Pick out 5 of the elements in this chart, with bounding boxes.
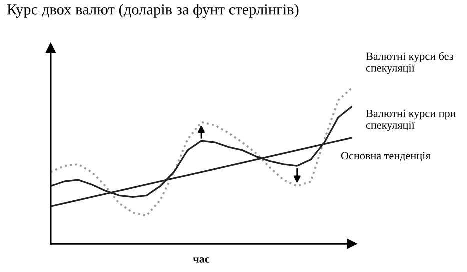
series-label: Валютні курси при спекуляції	[366, 110, 456, 132]
chart-title: Курс двох валют (доларів за фунт стерлінгів)	[7, 4, 299, 18]
series-label: Валютні курси без спекуляції	[366, 52, 454, 74]
x-axis-title: час	[193, 258, 210, 263]
series-label: Основна тенденція	[341, 152, 431, 162]
